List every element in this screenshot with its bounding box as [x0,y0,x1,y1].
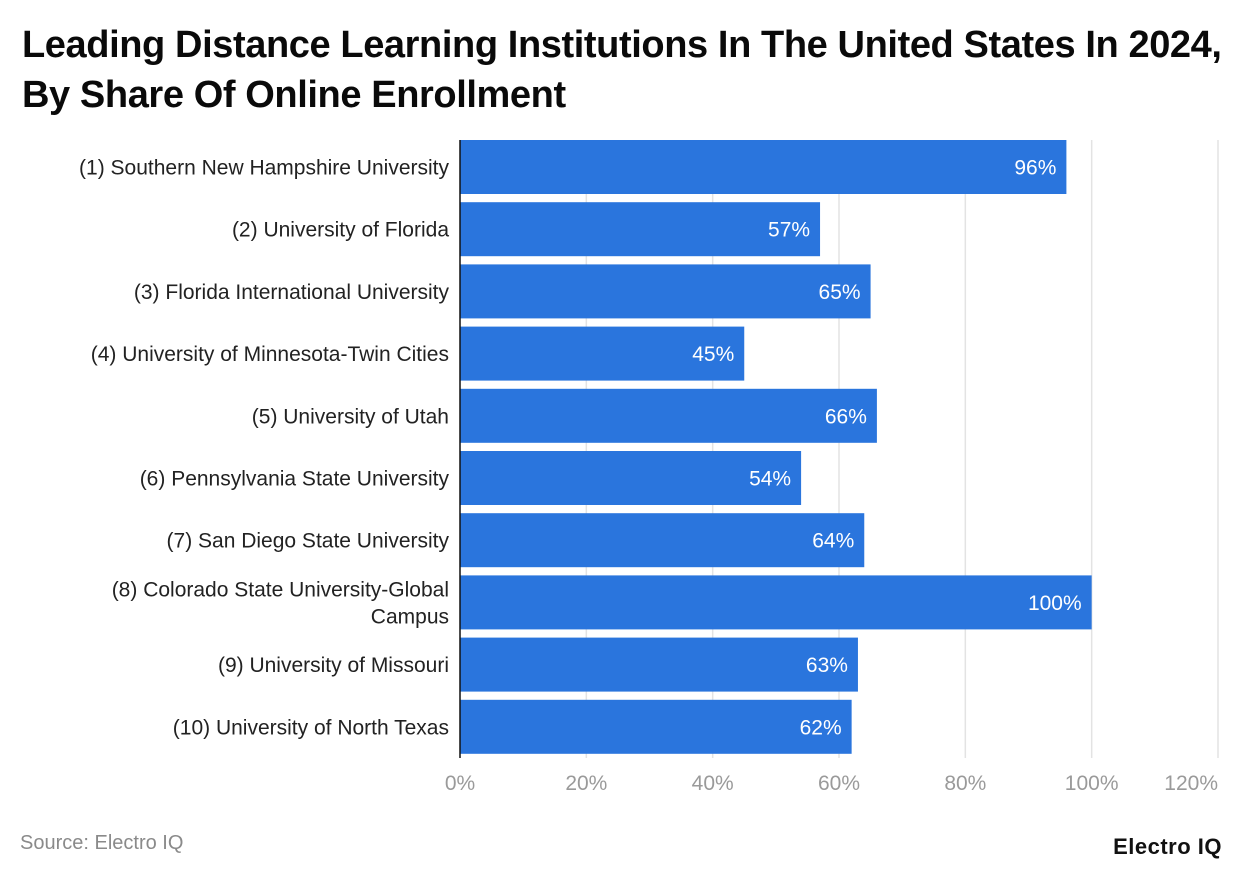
brand-logo: Electro IQ [1113,834,1222,859]
bar-value-label: 66% [825,405,867,428]
x-tick-label: 100% [1065,772,1119,795]
x-tick-label: 60% [818,772,860,795]
bar [460,699,852,754]
bar-value-label: 64% [812,530,854,553]
x-tick-label: 120% [1164,772,1218,795]
bar [460,513,865,568]
bar-value-label: 57% [768,219,810,242]
category-label: (1) Southern New Hampshire University [79,157,449,180]
x-tick-label: 20% [565,772,607,795]
bar-value-label: 96% [1014,157,1056,180]
x-tick-label: 40% [692,772,734,795]
chart-title: Leading Distance Learning Institutions I… [22,24,1222,116]
bar [460,451,802,505]
x-tick-label: 0% [445,772,475,795]
bar-value-label: 54% [749,468,791,491]
bars [460,140,1092,754]
category-label: (2) University of Florida [232,219,449,242]
bar [460,575,1092,630]
category-label: (8) Colorado State University-Global Camp… [112,578,449,628]
category-label: (3) Florida International University [134,281,450,304]
bar [460,140,1067,194]
bar-value-label: 100% [1028,592,1082,615]
bar-value-label: 63% [806,654,848,677]
bar [460,326,745,381]
category-label: (4) University of Minnesota-Twin Cities [91,343,449,366]
bar-value-label: 62% [800,716,842,739]
bar [460,388,877,443]
category-label: (6) Pennsylvania State University [140,468,450,491]
x-tick-label: 80% [944,772,986,795]
bar-value-label: 65% [819,281,861,304]
bar [460,637,858,692]
bar [460,264,871,319]
category-label: (9) University of Missouri [218,654,449,677]
value-labels: 96% 57% 65% 45% 66% 54% 64% 100% 63% 62% [692,157,1081,740]
bar [460,202,821,257]
bar-value-label: 45% [692,343,734,366]
category-labels: (1) Southern New Hampshire University (2)… [79,157,449,740]
category-label: (7) San Diego State University [167,530,450,553]
category-label: (10) University of North Texas [173,716,449,739]
x-axis-ticks: 0% 20% 40% 60% 80% 100% 120% [445,772,1218,795]
category-label: (5) University of Utah [252,405,449,428]
source-note: Source: Electro IQ [20,832,184,854]
